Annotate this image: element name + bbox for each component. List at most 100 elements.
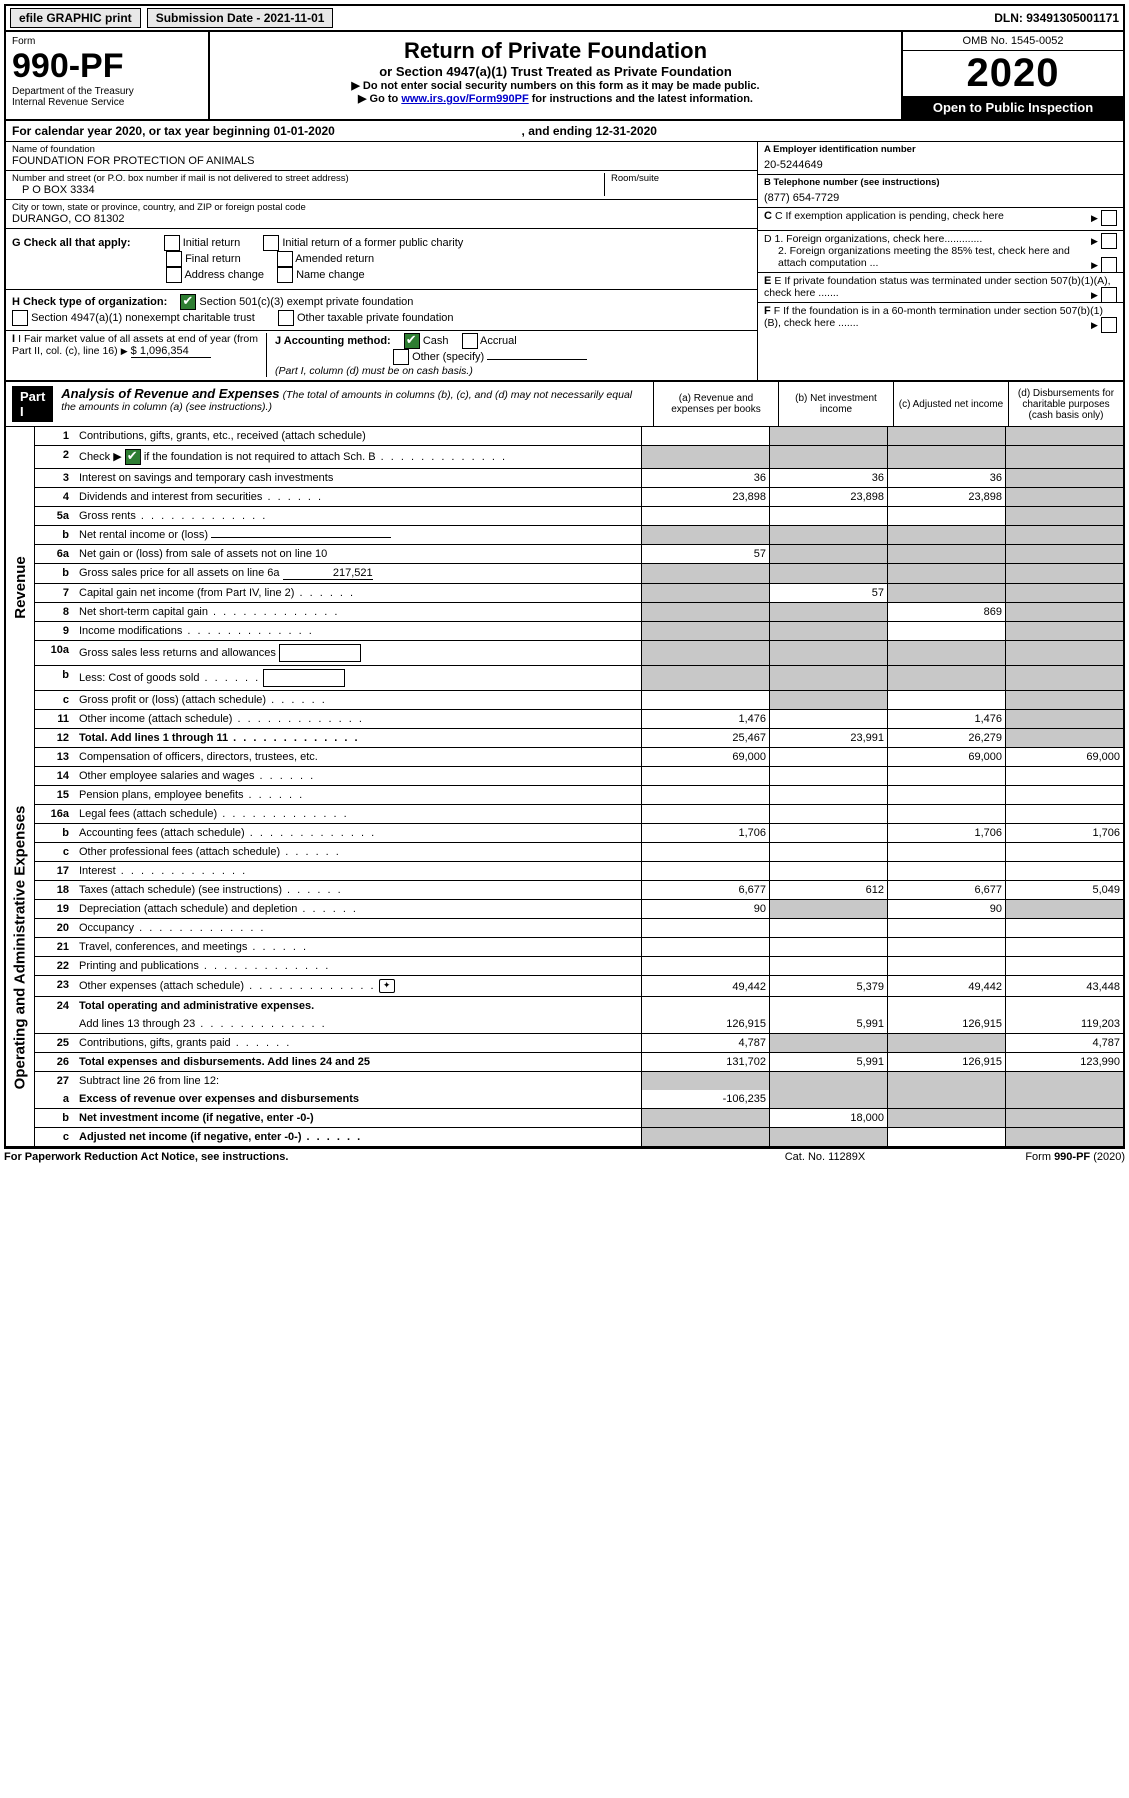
section-c: C C If exemption application is pending,… [758,208,1123,231]
d1-checkbox[interactable] [1101,233,1117,249]
line-5a: Gross rents [75,507,642,526]
section-g: G Check all that apply: Initial return I… [6,229,757,290]
line-17: Interest [75,862,642,881]
c-label: C If exemption application is pending, c… [775,210,1004,222]
h-opt-2: Other taxable private foundation [297,312,454,324]
l25-d: 4,787 [1006,1034,1124,1053]
efile-button[interactable]: efile GRAPHIC print [10,8,141,28]
revenue-table: 1Contributions, gifts, grants, etc., rec… [35,427,1123,748]
cal-begin: 01-01-2020 [273,124,334,138]
j-note: (Part I, column (d) must be on cash basi… [275,365,473,377]
line-27: Subtract line 26 from line 12: [75,1072,642,1091]
fmv-value: $ 1,096,354 [131,345,211,358]
initial-return-checkbox[interactable] [164,235,180,251]
h-label: H Check type of organization: [12,296,167,308]
cal-pre: For calendar year 2020, or tax year begi… [12,124,273,138]
line-8: Net short-term capital gain [75,603,642,622]
ein-value: 20-5244649 [764,155,1117,171]
col-d-header: (d) Disbursements for charitable purpose… [1008,382,1123,426]
section-d: D 1. Foreign organizations, check here..… [758,231,1123,273]
line-6b: Gross sales price for all assets on line… [75,564,642,584]
expenses-section: Operating and Administrative Expenses 13… [4,748,1125,1148]
l18-c: 6,677 [888,881,1006,900]
city-value: DURANGO, CO 81302 [12,213,751,225]
l13-c: 69,000 [888,748,1006,767]
g-label: G Check all that apply: [12,237,131,249]
other-taxable-checkbox[interactable] [278,310,294,326]
sch-b-checkbox[interactable] [125,449,141,465]
l18-d: 5,049 [1006,881,1124,900]
l26-b: 5,991 [770,1053,888,1072]
f-checkbox[interactable] [1101,317,1117,333]
c-checkbox[interactable] [1101,210,1117,226]
j-other: Other (specify) [412,351,484,363]
cash-checkbox[interactable] [404,333,420,349]
room-label: Room/suite [611,173,751,184]
accrual-checkbox[interactable] [462,333,478,349]
l23-a: 49,442 [642,976,770,997]
e-label: E If private foundation status was termi… [764,275,1111,299]
l26-c: 126,915 [888,1053,1006,1072]
expenses-table: 13Compensation of officers, directors, t… [35,748,1123,1146]
4947a1-checkbox[interactable] [12,310,28,326]
submission-date-button[interactable]: Submission Date - 2021-11-01 [147,8,334,28]
tel-label: B Telephone number (see instructions) [764,177,1117,188]
line-16a: Legal fees (attach schedule) [75,805,642,824]
line-16b: Accounting fees (attach schedule) [75,824,642,843]
line-4: Dividends and interest from securities [75,488,642,507]
l26-d: 123,990 [1006,1053,1124,1072]
addr-value: P O BOX 3334 [12,184,604,196]
name-label: Name of foundation [12,144,751,155]
name-cell: Name of foundation FOUNDATION FOR PROTEC… [6,142,757,171]
l19-c: 90 [888,900,1006,919]
l23-d: 43,448 [1006,976,1124,997]
part1-title: Analysis of Revenue and Expenses [61,386,279,401]
address-change-checkbox[interactable] [166,267,182,283]
d1-label: D 1. Foreign organizations, check here..… [764,233,982,245]
line-10b: Less: Cost of goods sold [75,666,642,691]
final-return-checkbox[interactable] [166,251,182,267]
l12-a: 25,467 [642,729,770,748]
addr-cell: Number and street (or P.O. box number if… [6,171,757,200]
line-24s: Add lines 13 through 23 [75,1015,642,1034]
line-11: Other income (attach schedule) [75,710,642,729]
d2-checkbox[interactable] [1101,257,1117,273]
name-change-checkbox[interactable] [277,267,293,283]
l16b-c: 1,706 [888,824,1006,843]
part1-header-row: Part I Analysis of Revenue and Expenses … [6,382,1123,427]
footer-right: Form 990-PF (2020) [925,1151,1125,1163]
line-16c: Other professional fees (attach schedule… [75,843,642,862]
line-19: Depreciation (attach schedule) and deple… [75,900,642,919]
line-1: Contributions, gifts, grants, etc., rece… [75,427,642,446]
section-f: F F If the foundation is in a 60-month t… [758,303,1123,332]
top-bar: efile GRAPHIC print Submission Date - 20… [4,4,1125,32]
footer-left: For Paperwork Reduction Act Notice, see … [4,1151,725,1163]
ein-label: A Employer identification number [764,144,1117,155]
amended-return-checkbox[interactable] [277,251,293,267]
attachment-icon[interactable]: ✦ [379,979,395,993]
line-2: Check ▶ if the foundation is not require… [75,446,642,469]
form-subtitle: or Section 4947(a)(1) Trust Treated as P… [220,64,891,79]
l27a-a: -106,235 [642,1090,770,1109]
l6a-a: 57 [642,545,770,564]
l24s-d: 119,203 [1006,1015,1124,1034]
tax-year: 2020 [903,51,1123,96]
l27b-b: 18,000 [770,1109,888,1128]
501c3-checkbox[interactable] [180,294,196,310]
instr-link-post: for instructions and the latest informat… [529,93,753,105]
line-20: Occupancy [75,919,642,938]
line-10c: Gross profit or (loss) (attach schedule) [75,691,642,710]
instr-link-row: ▶ Go to www.irs.gov/Form990PF for instru… [220,92,891,105]
line-12: Total. Add lines 1 through 11 [75,729,642,748]
l13-d: 69,000 [1006,748,1124,767]
cal-mid: , and ending [522,124,596,138]
e-checkbox[interactable] [1101,287,1117,303]
col-b-header: (b) Net investment income [778,382,893,426]
other-method-checkbox[interactable] [393,349,409,365]
city-label: City or town, state or province, country… [12,202,751,213]
initial-return-public-checkbox[interactable] [263,235,279,251]
line-6a: Net gain or (loss) from sale of assets n… [75,545,642,564]
revenue-section: Revenue 1Contributions, gifts, grants, e… [4,427,1125,748]
line-7: Capital gain net income (from Part IV, l… [75,584,642,603]
form990pf-link[interactable]: www.irs.gov/Form990PF [401,93,528,105]
